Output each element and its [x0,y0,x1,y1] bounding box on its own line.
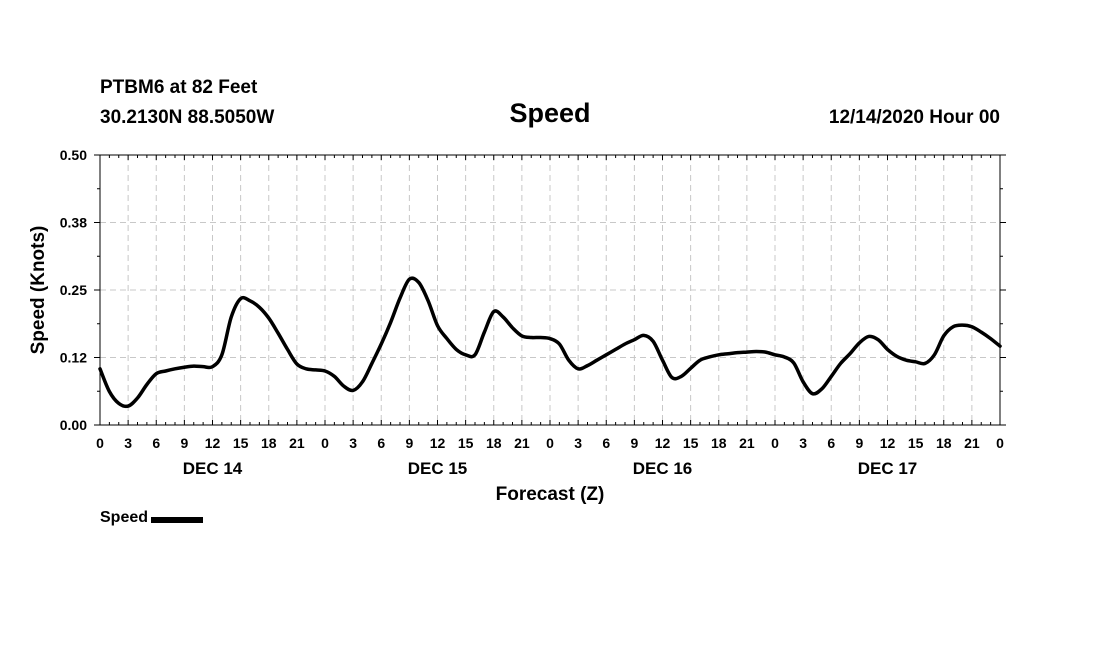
y-axis-label: Speed (Knots) [28,226,49,355]
chart-title: Speed [509,98,591,128]
x-tick-label: 0 [771,435,779,451]
legend-swatch [151,516,204,523]
x-tick-label: 3 [799,435,807,451]
y-tick-label: 0.50 [60,147,87,163]
x-tick-label: 9 [630,435,638,451]
x-tick-label: 18 [936,435,952,451]
axis-ticks [94,154,1006,426]
x-tick-label: 0 [321,435,329,451]
x-tick-labels: 0 3 6 9 12 15 18 21 0 3 6 9 12 15 18 21 0 3 6 9 12 15 18 21 0 3 6 9… [96,435,1004,451]
y-tick-labels: 0.00 0.12 0.25 0.38 0.50 [60,147,87,433]
x-tick-label: 6 [827,435,835,451]
x-tick-label: 3 [124,435,132,451]
day-label: DEC 15 [408,459,468,478]
x-tick-label: 9 [405,435,413,451]
x-tick-label: 0 [96,435,104,451]
x-tick-label: 9 [180,435,188,451]
y-tick-label: 0.00 [60,417,87,433]
x-tick-label: 6 [602,435,610,451]
grid-lines [100,155,1000,425]
station-label: PTBM6 at 82 Feet [100,77,258,98]
day-label: DEC 17 [858,459,918,478]
x-tick-label: 21 [514,435,530,451]
x-tick-label: 15 [908,435,924,451]
forecast-run-time: 12/14/2020 Hour 00 [828,107,1000,128]
x-tick-label: 18 [711,435,727,451]
x-tick-label: 18 [261,435,277,451]
x-tick-label: 12 [880,435,896,451]
station-coordinates: 30.2130N 88.5050W [100,107,275,128]
x-tick-label: 3 [574,435,582,451]
legend-label: Speed [100,509,149,526]
y-tick-label: 0.12 [60,350,87,366]
x-tick-label: 0 [996,435,1004,451]
x-tick-label: 21 [964,435,980,451]
x-tick-label: 6 [377,435,385,451]
x-axis-label: Forecast (Z) [496,484,605,505]
day-label: DEC 16 [633,459,693,478]
legend: Speed [100,509,204,527]
day-label: DEC 14 [183,459,243,478]
x-tick-label: 15 [458,435,474,451]
x-tick-label: 12 [205,435,221,451]
y-tick-label: 0.25 [60,282,87,298]
x-tick-label: 21 [739,435,755,451]
x-tick-label: 0 [546,435,554,451]
x-tick-label: 12 [655,435,671,451]
x-tick-label: 12 [430,435,446,451]
x-tick-label: 15 [233,435,249,451]
x-tick-label: 15 [683,435,699,451]
x-tick-label: 21 [289,435,305,451]
x-tick-label: 6 [152,435,160,451]
y-tick-label: 0.38 [60,215,87,231]
day-labels: DEC 14 DEC 15 DEC 16 DEC 17 [183,459,918,478]
x-tick-label: 9 [855,435,863,451]
x-tick-label: 18 [486,435,502,451]
x-tick-label: 3 [349,435,357,451]
speed-series-line [98,276,1002,409]
